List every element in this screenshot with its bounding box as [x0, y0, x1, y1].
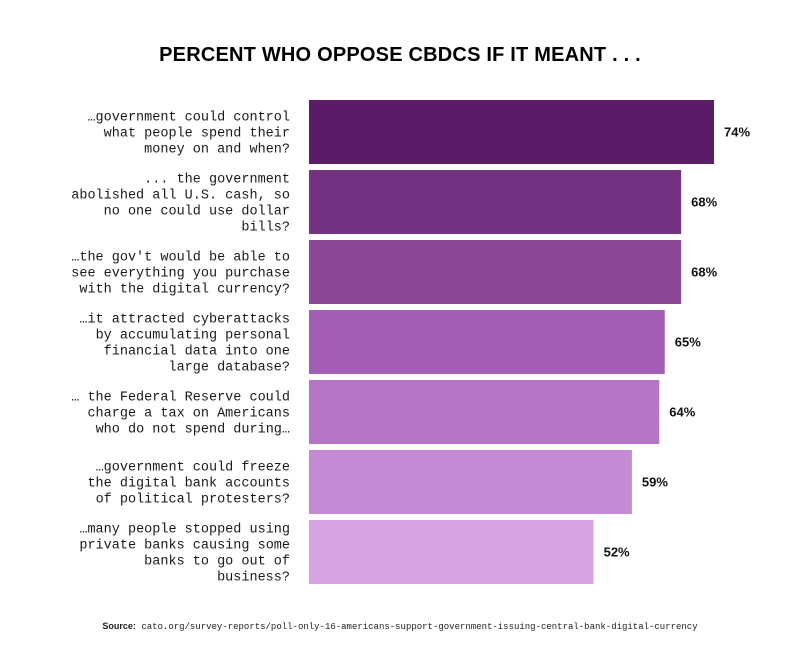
bar	[309, 520, 594, 584]
bar	[309, 240, 682, 304]
category-label: …government could control	[87, 111, 290, 126]
category-label: ... the government	[144, 173, 290, 188]
category-label: abolished all U.S. cash, so	[71, 189, 290, 204]
category-label: the digital bank accounts	[87, 477, 290, 492]
source-url: cato.org/survey-reports/poll-only-16-ame…	[141, 622, 698, 632]
category-label: who do not spend during…	[96, 423, 290, 438]
category-label: money on and when?	[144, 143, 290, 158]
category-label: financial data into one	[104, 345, 290, 360]
category-label: of political protesters?	[96, 493, 290, 508]
bar	[309, 310, 665, 374]
bar	[309, 100, 714, 164]
bar-value-label: 64%	[669, 405, 695, 420]
category-label: … the Federal Reserve could	[71, 391, 290, 406]
category-label: charge a tax on Americans	[87, 407, 290, 422]
category-label: by accumulating personal	[96, 329, 290, 344]
bar-value-label: 59%	[642, 475, 668, 490]
category-label: bills?	[241, 221, 290, 236]
category-label: …many people stopped using	[79, 523, 290, 538]
category-label: no one could use dollar	[104, 205, 290, 220]
category-label: banks to go out of	[144, 555, 290, 570]
category-label: business?	[217, 571, 290, 586]
bar	[309, 170, 682, 234]
source-note: Source: cato.org/survey-reports/poll-onl…	[0, 621, 800, 632]
source-prefix: Source:	[102, 621, 136, 631]
bar-value-label: 52%	[604, 545, 630, 560]
bar-value-label: 74%	[724, 125, 750, 140]
category-label: …government could freeze	[96, 461, 290, 476]
bar	[309, 450, 632, 514]
category-label: …the gov't would be able to	[71, 251, 290, 266]
bar-value-label: 68%	[691, 265, 717, 280]
bar-value-label: 68%	[691, 195, 717, 210]
bar	[309, 380, 660, 444]
bar-value-label: 65%	[675, 335, 701, 350]
chart-title: PERCENT WHO OPPOSE CBDCS IF IT MEANT . .…	[159, 44, 641, 66]
category-label: …it attracted cyberattacks	[79, 313, 290, 328]
category-label: private banks causing some	[79, 539, 290, 554]
category-label: large database?	[168, 361, 290, 376]
category-label: see everything you purchase	[71, 267, 290, 282]
category-label: with the digital currency?	[79, 283, 290, 298]
category-label: what people spend their	[104, 127, 290, 142]
